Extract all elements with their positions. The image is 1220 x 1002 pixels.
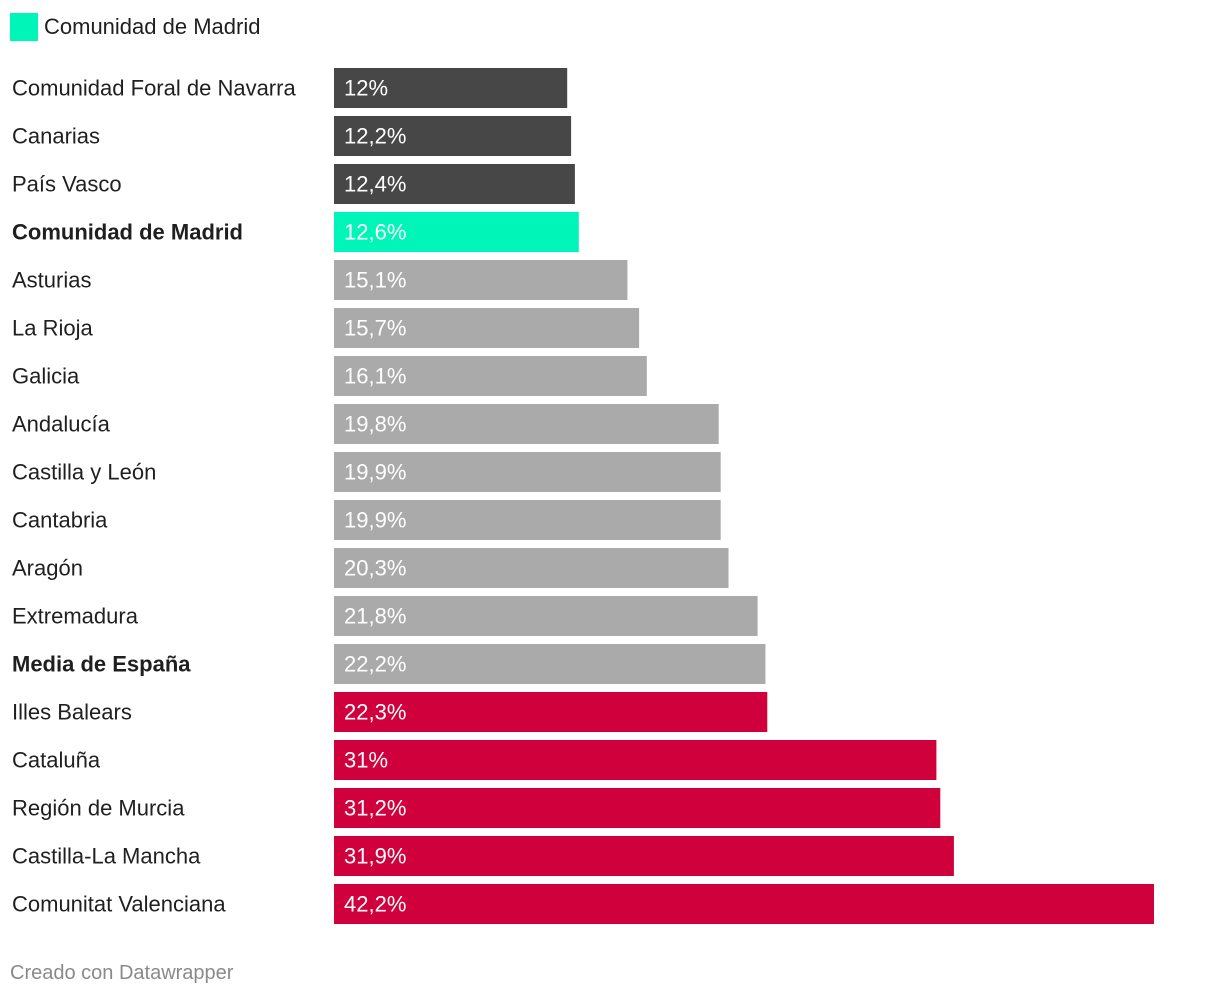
- bar: [334, 116, 572, 156]
- legend: Comunidad de Madrid: [10, 12, 260, 42]
- category-label: Castilla y León: [12, 460, 156, 485]
- value-label: 42,2%: [344, 892, 406, 917]
- bar: [334, 260, 628, 300]
- category-label: Andalucía: [12, 412, 111, 437]
- category-label: Cantabria: [12, 508, 108, 533]
- category-label: Illes Balears: [12, 700, 132, 725]
- legend-label: Comunidad de Madrid: [44, 14, 261, 39]
- value-label: 21,8%: [344, 604, 406, 629]
- category-label: La Rioja: [12, 316, 93, 341]
- bar: [334, 68, 568, 108]
- value-label: 31,2%: [344, 796, 406, 821]
- bar: [334, 500, 721, 540]
- bar: [334, 356, 647, 396]
- legend-swatch: [10, 13, 38, 41]
- category-label: Extremadura: [12, 604, 139, 629]
- bar: [334, 404, 719, 444]
- footer-credit: Creado con Datawrapper: [10, 962, 234, 984]
- value-label: 22,3%: [344, 700, 406, 725]
- bar: [334, 596, 758, 636]
- bar: [334, 308, 640, 348]
- category-label: Canarias: [12, 124, 100, 149]
- bar: [334, 164, 575, 204]
- value-label: 12,6%: [344, 220, 406, 245]
- category-label: Comunidad Foral de Navarra: [12, 76, 296, 101]
- bar: [334, 692, 768, 732]
- category-label: Aragón: [12, 556, 83, 581]
- value-label: 16,1%: [344, 364, 406, 389]
- value-label: 12,4%: [344, 172, 406, 197]
- value-label: 19,9%: [344, 460, 406, 485]
- bar: [334, 212, 579, 252]
- value-label: 12,2%: [344, 124, 406, 149]
- category-label: Cataluña: [12, 748, 101, 773]
- value-label: 20,3%: [344, 556, 406, 581]
- category-label: Comunidad de Madrid: [12, 220, 243, 245]
- value-label: 31,9%: [344, 844, 406, 869]
- category-label: Media de España: [12, 652, 191, 677]
- bar: [334, 788, 941, 828]
- category-label: País Vasco: [12, 172, 122, 197]
- bar: [334, 836, 954, 876]
- value-label: 19,8%: [344, 412, 406, 437]
- category-label: Castilla-La Mancha: [12, 844, 201, 869]
- bar: [334, 452, 721, 492]
- bar: [334, 644, 766, 684]
- value-label: 15,1%: [344, 268, 406, 293]
- value-label: 19,9%: [344, 508, 406, 533]
- value-label: 31%: [344, 748, 388, 773]
- category-label: Comunitat Valenciana: [12, 892, 226, 917]
- value-label: 22,2%: [344, 652, 406, 677]
- category-label: Galicia: [12, 364, 80, 389]
- bar: [334, 884, 1154, 924]
- value-label: 15,7%: [344, 316, 406, 341]
- value-label: 12%: [344, 76, 388, 101]
- category-label: Región de Murcia: [12, 796, 185, 821]
- category-label: Asturias: [12, 268, 91, 293]
- bar: [334, 740, 937, 780]
- bar-chart: Comunidad Foral de Navarra 12% Canarias 12,…: [12, 68, 1154, 924]
- bar: [334, 548, 729, 588]
